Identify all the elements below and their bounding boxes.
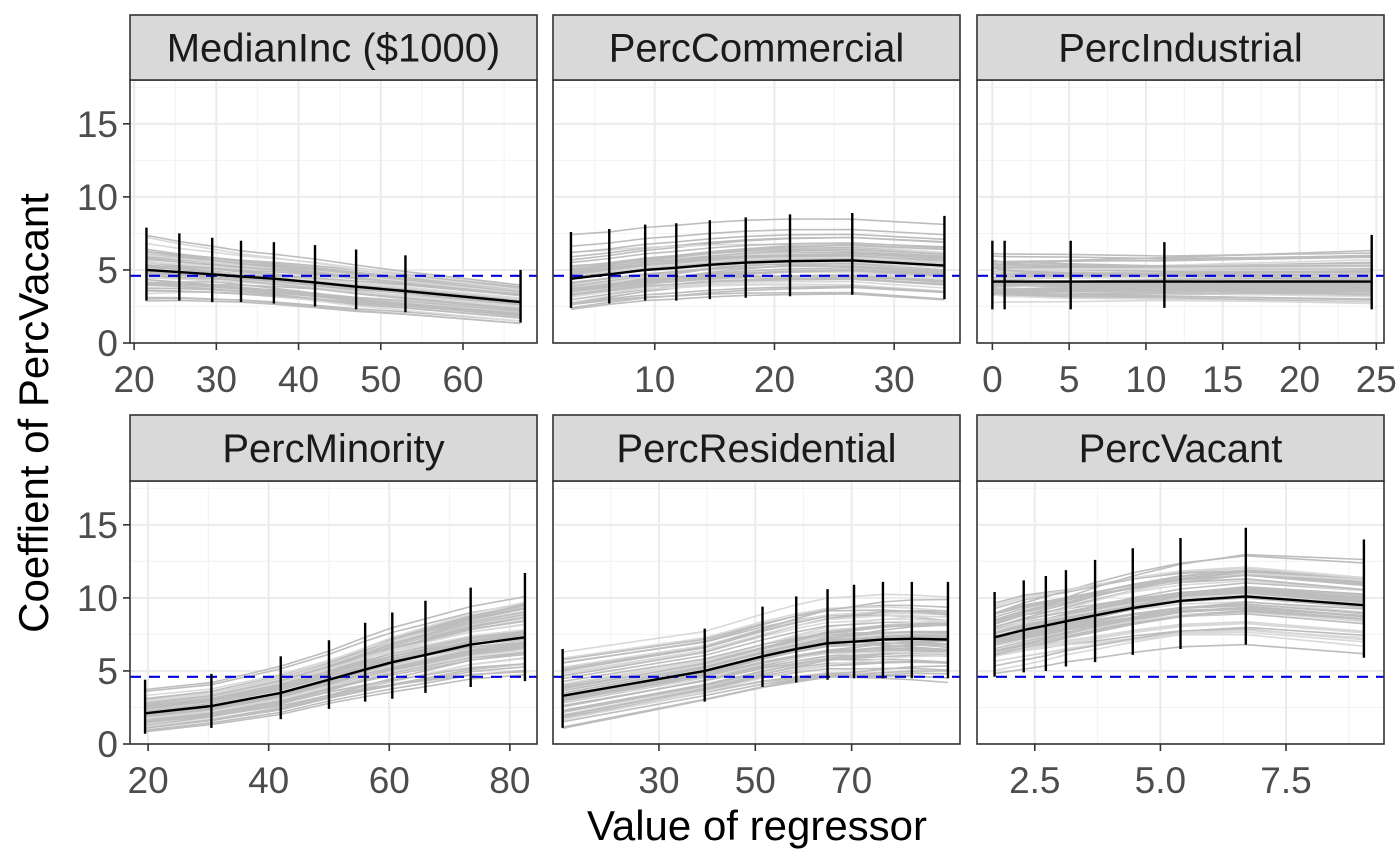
strip-title: PercCommercial: [609, 27, 905, 71]
strip-background: [976, 14, 1385, 81]
strip-title: PercVacant: [1079, 427, 1283, 471]
facet-panels: MedianInc ($1000)20 30 40 50 60051015PercCom…: [77, 14, 1397, 801]
y-axis-title: Coeffient of PercVacant: [10, 193, 57, 633]
strip-title: PercIndustrial: [1058, 27, 1303, 71]
panel-6: PercVacant 2.5 5.0 7.5: [976, 414, 1385, 801]
strip-background: [552, 14, 961, 81]
x-tick-label: 70: [831, 760, 872, 801]
panel-2: PercCommercial 10 20 30: [552, 14, 961, 400]
x-tick-label: 5.0: [1135, 760, 1186, 801]
y-tick-label: 10: [77, 177, 118, 218]
strip-background: [129, 14, 538, 81]
x-tick-label: 60: [369, 760, 410, 801]
strip-title: PercResidential: [616, 427, 896, 471]
panel-4: PercMinority 20 40 60 80 0 5 10 15: [77, 414, 538, 801]
y-tick-label: 10: [77, 578, 118, 619]
x-tick-label: 20: [1279, 359, 1320, 400]
strip-title: MedianInc ($1000): [167, 27, 501, 71]
simulation-lines: [562, 593, 949, 730]
y-tick-label: 5: [97, 651, 118, 692]
x-tick-label: 80: [489, 760, 530, 801]
x-tick-label: 50: [735, 760, 776, 801]
strip-title: PercMinority: [222, 427, 444, 471]
x-tick-label: 15: [1202, 359, 1243, 400]
x-tick-label: 20: [754, 359, 795, 400]
strip-background: [976, 414, 1385, 482]
strip-background: [552, 414, 961, 482]
x-tick-label: 30: [196, 359, 237, 400]
panel-3: PercIndustrial 0 5 10 15 20 25: [976, 14, 1397, 400]
x-tick-label: 25: [1356, 359, 1397, 400]
x-tick-label: 40: [278, 359, 319, 400]
x-tick-label: 0: [982, 359, 1003, 400]
x-tick-label: 10: [634, 359, 675, 400]
panel-5: PercResidential 30 50 70: [552, 414, 961, 801]
y-tick-label: 5: [97, 250, 118, 291]
x-tick-label: 7.5: [1260, 760, 1311, 801]
strip-background: [129, 414, 538, 482]
simulation-line: [146, 299, 521, 325]
y-tick-label: 0: [97, 724, 118, 765]
x-tick-label: 2.5: [1009, 760, 1060, 801]
x-tick-label: 20: [128, 760, 169, 801]
x-tick-label: 5: [1059, 359, 1080, 400]
x-tick-label: 30: [874, 359, 915, 400]
y-tick-label: 0: [97, 323, 118, 364]
panel-background: [977, 80, 1384, 343]
y-tick-label: 15: [77, 505, 118, 546]
y-tick-label: 15: [77, 104, 118, 145]
x-tick-label: 40: [248, 760, 289, 801]
x-tick-label: 30: [638, 760, 679, 801]
x-tick-label: 20: [114, 359, 155, 400]
x-tick-label: 10: [1125, 359, 1166, 400]
panel-1: MedianInc ($1000) 20 30 40 50 60 0 5 10 15: [77, 14, 538, 400]
x-tick-label: 50: [360, 359, 401, 400]
x-axis-title: Value of regressor: [587, 802, 927, 849]
x-tick-label: 60: [442, 359, 483, 400]
